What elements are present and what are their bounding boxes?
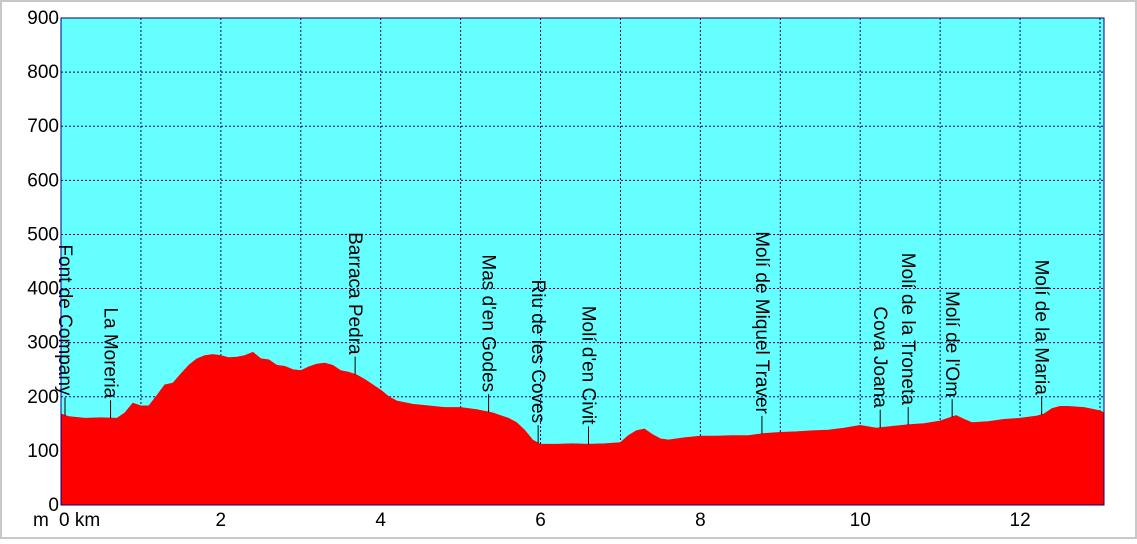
waypoint-annotation: Font de Company xyxy=(54,244,75,416)
waypoint-annotations: Font de Company La Moreria Barraca Pedra Ma… xyxy=(54,231,1052,445)
y-tick-label: 700 xyxy=(27,116,59,137)
waypoint-label: Molí d'en Civit xyxy=(578,306,599,425)
y-tick-label: 200 xyxy=(27,387,59,408)
waypoint-annotation: Barraca Pedra xyxy=(344,232,365,375)
elevation-area xyxy=(60,351,1105,506)
waypoint-annotation: Molí de la Maria xyxy=(1031,260,1052,415)
waypoint-annotation: Molí d'en Civit xyxy=(578,306,599,445)
x-tick-label: 6 xyxy=(535,510,546,531)
x-tick-label: 0 km xyxy=(59,510,100,531)
x-tick-label: 8 xyxy=(695,510,706,531)
y-tick-label: 300 xyxy=(27,333,59,354)
waypoint-annotation: Molí de l'Om xyxy=(941,291,962,418)
tick-labels: 0 100 200 300 400 500 600 700 800 900 0 km 2 4 6 8 10 12 xyxy=(27,8,1030,531)
waypoint-annotation: Molí de Miquel Traver xyxy=(751,231,772,434)
waypoint-annotation: Molí de la Troneta xyxy=(897,253,918,425)
plot-frame xyxy=(60,17,1105,506)
waypoint-label: Mas d'en Godes xyxy=(478,254,499,392)
waypoint-label: Font de Company xyxy=(54,244,75,396)
y-axis-label: m xyxy=(33,510,49,531)
x-tick-label: 10 xyxy=(850,510,871,531)
y-tick-label: 100 xyxy=(27,441,59,462)
y-tick-label: 800 xyxy=(27,62,59,83)
waypoint-annotation: Cova Joana xyxy=(869,306,890,428)
waypoint-label: La Moreria xyxy=(100,307,121,398)
y-tick-label: 600 xyxy=(27,170,59,191)
waypoint-label: Cova Joana xyxy=(869,306,890,408)
waypoint-annotation: Riu de les Coves xyxy=(527,280,548,444)
waypoint-label: Barraca Pedra xyxy=(344,232,365,355)
waypoint-annotation: La Moreria xyxy=(100,307,121,419)
x-tick-label: 12 xyxy=(1010,510,1031,531)
waypoint-label: Molí de la Troneta xyxy=(897,253,918,406)
waypoint-annotation: Mas d'en Godes xyxy=(478,254,499,413)
waypoint-label: Riu de les Coves xyxy=(527,280,548,424)
y-tick-label: 500 xyxy=(27,224,59,245)
x-tick-label: 2 xyxy=(216,510,227,531)
waypoint-label: Molí de la Maria xyxy=(1031,260,1052,396)
waypoint-label: Molí de l'Om xyxy=(941,291,962,397)
y-tick-label: 900 xyxy=(27,8,59,29)
waypoint-label: Molí de Miquel Traver xyxy=(751,231,772,414)
x-tick-label: 4 xyxy=(375,510,386,531)
y-tick-label: 0 xyxy=(48,495,59,516)
y-tick-label: 400 xyxy=(27,279,59,300)
